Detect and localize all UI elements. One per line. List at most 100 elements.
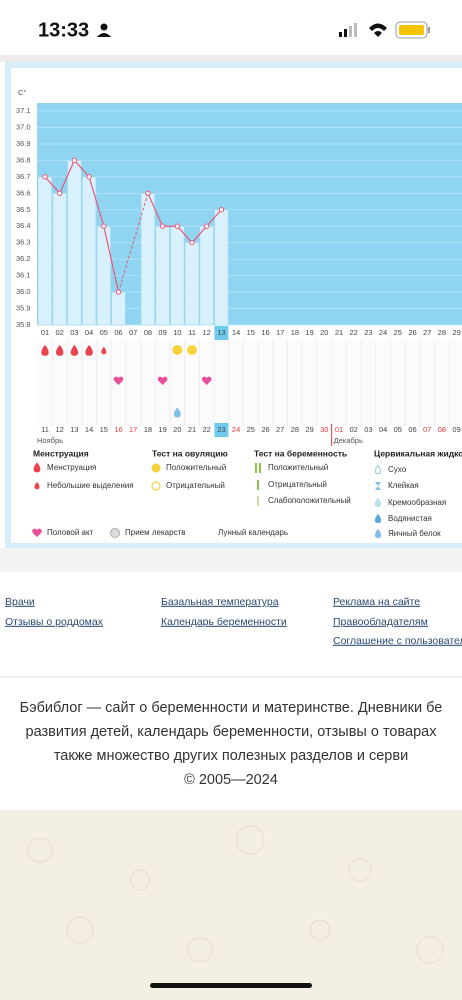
day-label: 20 bbox=[320, 328, 328, 337]
legend-icon bbox=[151, 481, 161, 491]
temperature-bar bbox=[184, 242, 200, 326]
footer-link[interactable]: Правообладателям bbox=[333, 616, 428, 628]
temperature-point bbox=[57, 190, 63, 197]
date-label: 01 bbox=[335, 425, 343, 434]
y-tick-label: 36.5 bbox=[16, 205, 31, 214]
date-label: 07 bbox=[423, 425, 431, 434]
y-tick-label: 36.9 bbox=[16, 139, 31, 148]
y-tick-label: 37.1 bbox=[16, 106, 31, 115]
date-label: 20 bbox=[173, 425, 181, 434]
day-label: 27 bbox=[423, 328, 431, 337]
day-label: 11 bbox=[188, 328, 196, 337]
temperature-bar bbox=[170, 225, 185, 326]
legend-icon bbox=[375, 482, 381, 490]
temperature-bar bbox=[199, 225, 214, 326]
date-label: 17 bbox=[129, 425, 137, 434]
date-label: 02 bbox=[350, 425, 358, 434]
day-label: 02 bbox=[56, 328, 64, 337]
legend-icon bbox=[259, 463, 261, 473]
about-text: Бэбиблог — сайт о беременности и материн… bbox=[20, 700, 443, 716]
legend-icon bbox=[32, 528, 42, 537]
date-label: 28 bbox=[291, 425, 299, 434]
footer-link[interactable]: Врачи bbox=[5, 596, 35, 608]
day-label: 12 bbox=[203, 328, 211, 337]
date-label: 22 bbox=[203, 425, 211, 434]
day-label: 22 bbox=[350, 328, 358, 337]
temperature-bar bbox=[96, 225, 111, 326]
day-label: 26 bbox=[408, 328, 416, 337]
divider bbox=[0, 548, 462, 572]
day-label: 05 bbox=[100, 328, 108, 337]
legend-item: Положительный bbox=[268, 463, 328, 472]
date-label: 04 bbox=[379, 425, 387, 434]
legend-icon bbox=[374, 528, 382, 539]
date-label: 23 bbox=[217, 425, 225, 434]
home-indicator bbox=[150, 983, 312, 988]
day-label: 19 bbox=[305, 328, 313, 337]
temperature-bar bbox=[82, 176, 97, 326]
date-label: 11 bbox=[41, 425, 49, 434]
day-label: 01 bbox=[41, 328, 49, 337]
legend-icon bbox=[33, 462, 41, 473]
temperature-bar bbox=[111, 291, 126, 326]
gap-bridge bbox=[118, 193, 149, 293]
date-label: 25 bbox=[247, 425, 255, 434]
temperature-bar bbox=[37, 176, 53, 326]
divider bbox=[0, 55, 462, 62]
date-label: 19 bbox=[158, 425, 166, 434]
day-label: 24 bbox=[379, 328, 387, 337]
day-label: 06 bbox=[114, 328, 122, 337]
footer-link[interactable]: Календарь беременности bbox=[161, 616, 287, 628]
legend-heading: Менструация bbox=[33, 448, 89, 458]
day-label: 17 bbox=[276, 328, 284, 337]
day-label: 10 bbox=[173, 328, 181, 337]
temperature-point bbox=[174, 223, 181, 229]
y-tick-label: 37.0 bbox=[16, 122, 31, 131]
day-label: 23 bbox=[364, 328, 372, 337]
temperature-point bbox=[86, 174, 92, 180]
day-label: 04 bbox=[85, 328, 93, 337]
temperature-point bbox=[218, 207, 225, 213]
events-area bbox=[37, 340, 462, 426]
y-axis-label: C° bbox=[18, 88, 26, 97]
legend-icon bbox=[374, 513, 382, 524]
day-label: 09 bbox=[158, 328, 166, 337]
day-label: 07 bbox=[129, 328, 137, 337]
month-label: Декабрь bbox=[334, 436, 363, 445]
today-highlight bbox=[214, 423, 229, 437]
temperature-bar bbox=[67, 160, 82, 326]
day-label: 25 bbox=[394, 328, 402, 337]
day-label: 08 bbox=[144, 328, 152, 337]
legend-item: Клейкая bbox=[388, 481, 419, 490]
temperature-bar bbox=[140, 193, 156, 326]
date-label: 06 bbox=[408, 425, 416, 434]
legend-item: Водянистая bbox=[388, 514, 432, 523]
day-label: 03 bbox=[70, 328, 78, 337]
day-label: 14 bbox=[232, 328, 240, 337]
date-label: 29 bbox=[305, 425, 313, 434]
legend-item: Яичный белок bbox=[388, 529, 441, 538]
day-label: 29 bbox=[452, 328, 460, 337]
menstruation-mark bbox=[56, 344, 64, 356]
legend-icon bbox=[257, 480, 259, 490]
legend-icon bbox=[255, 463, 257, 473]
footer-link[interactable]: Реклама на сайте bbox=[333, 596, 420, 608]
date-label: 15 bbox=[100, 425, 108, 434]
footer-link[interactable]: Отзывы о роддомах bbox=[5, 616, 104, 628]
date-label: 18 bbox=[144, 425, 152, 434]
footer-link[interactable]: Соглашение с пользователя bbox=[333, 635, 462, 647]
temperature-bar bbox=[214, 209, 229, 326]
temperature-point bbox=[189, 239, 195, 246]
date-label: 08 bbox=[438, 425, 446, 434]
day-label: 13 bbox=[217, 328, 225, 337]
intercourse-mark bbox=[157, 376, 168, 385]
date-label: 30 bbox=[320, 425, 328, 434]
legend-icon bbox=[34, 481, 40, 490]
temperature-point bbox=[159, 223, 166, 229]
footer-link[interactable]: Базальная температура bbox=[161, 596, 279, 608]
legend-icon bbox=[257, 496, 259, 506]
today-highlight bbox=[214, 326, 229, 340]
temperature-bar bbox=[52, 193, 67, 326]
